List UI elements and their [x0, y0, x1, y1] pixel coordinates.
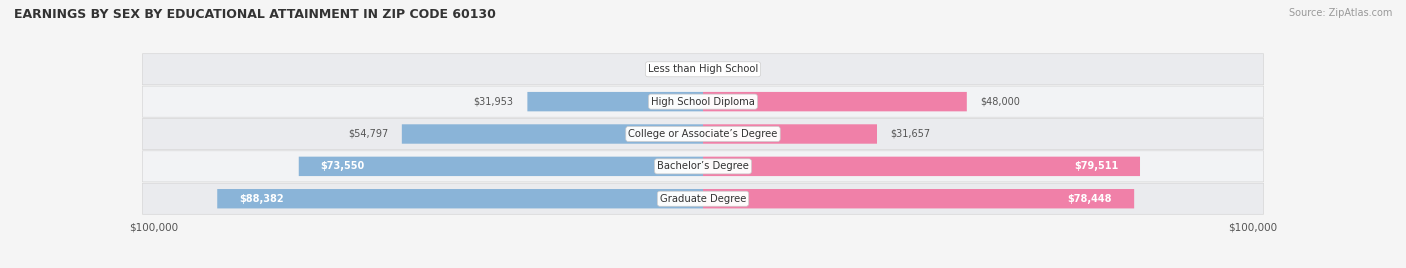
- Text: $79,511: $79,511: [1074, 161, 1118, 171]
- FancyBboxPatch shape: [703, 124, 877, 144]
- Text: $31,657: $31,657: [891, 129, 931, 139]
- Text: $0: $0: [672, 64, 683, 74]
- FancyBboxPatch shape: [218, 189, 703, 209]
- Text: EARNINGS BY SEX BY EDUCATIONAL ATTAINMENT IN ZIP CODE 60130: EARNINGS BY SEX BY EDUCATIONAL ATTAINMEN…: [14, 8, 496, 21]
- Text: High School Diploma: High School Diploma: [651, 97, 755, 107]
- FancyBboxPatch shape: [142, 183, 1264, 214]
- FancyBboxPatch shape: [703, 157, 1140, 176]
- Text: Source: ZipAtlas.com: Source: ZipAtlas.com: [1288, 8, 1392, 18]
- Text: Graduate Degree: Graduate Degree: [659, 194, 747, 204]
- FancyBboxPatch shape: [402, 124, 703, 144]
- FancyBboxPatch shape: [142, 118, 1264, 150]
- Text: $54,797: $54,797: [347, 129, 388, 139]
- Text: $0: $0: [723, 64, 734, 74]
- FancyBboxPatch shape: [142, 86, 1264, 117]
- Text: Bachelor’s Degree: Bachelor’s Degree: [657, 161, 749, 171]
- Text: $88,382: $88,382: [239, 194, 284, 204]
- FancyBboxPatch shape: [527, 92, 703, 111]
- Text: College or Associate’s Degree: College or Associate’s Degree: [628, 129, 778, 139]
- FancyBboxPatch shape: [142, 151, 1264, 182]
- Text: $73,550: $73,550: [321, 161, 366, 171]
- FancyBboxPatch shape: [298, 157, 703, 176]
- Text: $48,000: $48,000: [980, 97, 1021, 107]
- FancyBboxPatch shape: [703, 189, 1135, 209]
- Text: $31,953: $31,953: [474, 97, 513, 107]
- FancyBboxPatch shape: [142, 54, 1264, 85]
- FancyBboxPatch shape: [703, 92, 967, 111]
- Text: $78,448: $78,448: [1067, 194, 1112, 204]
- Text: Less than High School: Less than High School: [648, 64, 758, 74]
